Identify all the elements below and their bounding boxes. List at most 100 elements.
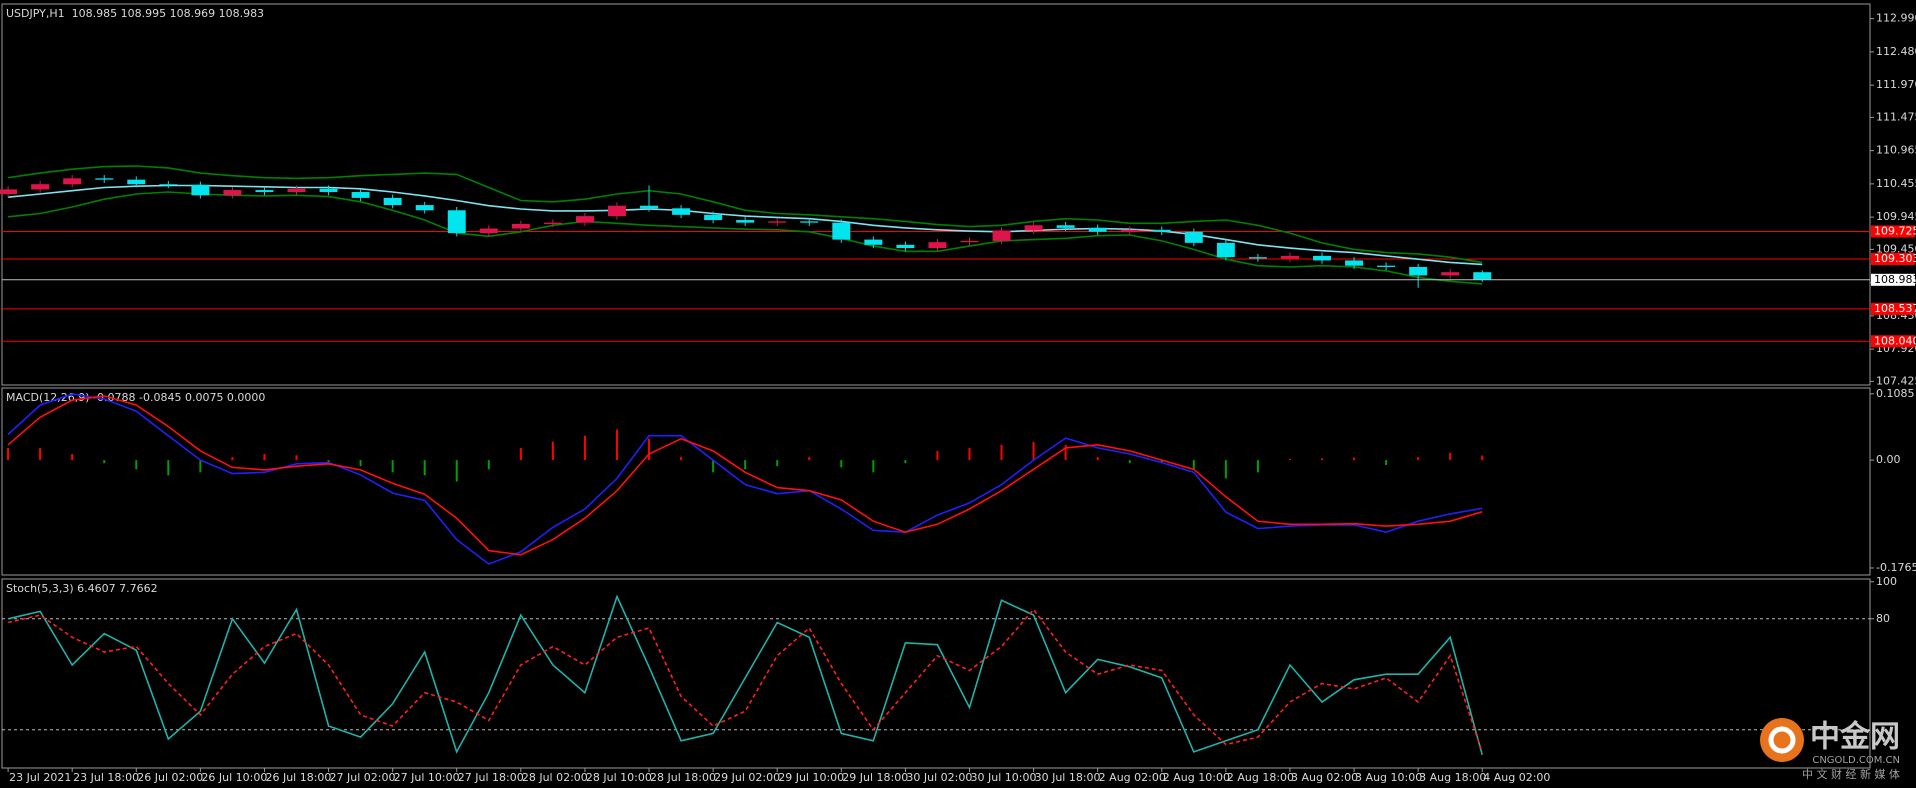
panel-title: Stoch(5,3,3) 6.4607 7.7662	[6, 582, 158, 595]
level-label: 109.725	[1874, 224, 1916, 237]
level-tag	[1871, 252, 1915, 265]
x-tick-label: 2 Aug 18:00	[1227, 771, 1294, 784]
panel-frame	[1, 3, 1871, 386]
histogram-bar	[615, 429, 618, 461]
x-tick-label: 2 Aug 02:00	[1099, 771, 1166, 784]
x-tick-label: 3 Aug 02:00	[1291, 771, 1358, 784]
histogram-bar	[71, 454, 74, 461]
candle-body	[479, 228, 498, 234]
y-tick-label: 0.00	[1876, 453, 1901, 466]
histogram-bar	[712, 460, 715, 473]
logo-mark	[1768, 726, 1796, 754]
y-tick-label: 111.970	[1876, 78, 1916, 91]
histogram-bar	[1032, 441, 1035, 461]
candle-body	[319, 188, 338, 193]
candle-body	[287, 188, 306, 193]
histogram-bar	[872, 460, 875, 473]
histogram-bar	[391, 460, 394, 473]
panel-frame	[1, 387, 1871, 576]
x-tick-label: 26 Jul 02:00	[137, 771, 203, 784]
candle-body	[1056, 225, 1075, 228]
watermark-brand: 中金网	[1810, 720, 1900, 755]
candle-body	[1441, 272, 1460, 276]
histogram-bar	[648, 438, 651, 461]
stoch-line	[7, 594, 1483, 756]
histogram-bar	[936, 450, 939, 461]
y-tick-label: 109.450	[1876, 242, 1916, 255]
histogram-bar	[519, 447, 522, 461]
histogram-bar	[199, 460, 202, 473]
histogram-bar	[744, 460, 747, 470]
level-label: 108.040	[1874, 334, 1916, 347]
histogram-bar	[1449, 452, 1452, 461]
indicator-line	[8, 184, 1483, 266]
histogram-bar	[1417, 457, 1420, 461]
histogram-bar	[1385, 460, 1388, 465]
x-tick-label: 2 Aug 10:00	[1163, 771, 1230, 784]
candle-body	[864, 239, 883, 245]
watermark-slogan: 中 文 财 经 新 媒 体	[1802, 767, 1900, 781]
histogram-bar	[1096, 457, 1099, 461]
indicator-line	[7, 165, 1483, 264]
histogram-bar	[231, 457, 234, 461]
histogram-bar	[904, 460, 907, 464]
histogram-bar	[776, 460, 779, 467]
candle-body	[415, 205, 434, 211]
histogram-bar	[1160, 460, 1163, 464]
histogram-bar	[487, 460, 490, 470]
x-tick-label: 28 Jul 02:00	[522, 771, 588, 784]
panel-title: USDJPY,H1 108.985 108.995 108.969 108.98…	[6, 7, 264, 20]
panel-frame	[1, 578, 1871, 769]
candle-body	[1345, 260, 1364, 266]
candle-body	[1473, 272, 1492, 280]
candle-body	[543, 222, 562, 224]
candle-body	[95, 178, 114, 180]
x-tick-label: 23 Jul 18:00	[73, 771, 139, 784]
histogram-bar	[167, 460, 170, 476]
y-tick-label: 111.475	[1876, 110, 1916, 123]
candle-body	[223, 190, 242, 196]
histogram-bar	[1256, 460, 1259, 473]
candle-body	[832, 222, 851, 240]
x-tick-label: 23 Jul 2021	[9, 771, 71, 784]
histogram-bar	[1224, 460, 1227, 479]
histogram-bar	[1288, 458, 1291, 461]
price-label: 108.983	[1874, 273, 1916, 286]
candle-body	[1088, 227, 1107, 232]
candle-body	[960, 240, 979, 243]
candle-body	[351, 192, 370, 198]
histogram-bar	[1192, 460, 1195, 470]
candle-body	[1024, 225, 1043, 231]
histogram-bar	[263, 454, 266, 461]
histogram-bar	[103, 460, 106, 464]
x-tick-label: 3 Aug 18:00	[1419, 771, 1486, 784]
x-tick-label: 27 Jul 18:00	[458, 771, 524, 784]
candle-body	[1120, 229, 1139, 232]
candle-body	[1248, 257, 1267, 259]
y-tick-label: 80	[1876, 612, 1890, 625]
candle-body	[511, 223, 530, 229]
x-tick-label: 28 Jul 18:00	[650, 771, 716, 784]
x-tick-label: 29 Jul 02:00	[714, 771, 780, 784]
candle-body	[1409, 266, 1428, 276]
stoch-line	[7, 608, 1483, 753]
level-label: 108.537	[1874, 302, 1916, 315]
y-tick-label: 100	[1876, 575, 1897, 588]
watermark: 中金网 CNGOLD.COM.CN 中 文 财 经 新 媒 体	[1760, 718, 1900, 781]
x-tick-label: 3 Aug 10:00	[1355, 771, 1422, 784]
histogram-bar	[1481, 455, 1484, 461]
candle-body	[928, 242, 947, 249]
y-tick-label: 109.945	[1876, 210, 1916, 223]
candle-body	[191, 184, 210, 196]
histogram-bar	[1353, 457, 1356, 461]
x-tick-label: 28 Jul 10:00	[586, 771, 652, 784]
macd-line	[7, 393, 1483, 565]
x-tick-label: 30 Jul 02:00	[906, 771, 972, 784]
level-tag	[1871, 302, 1915, 315]
histogram-bar	[455, 460, 458, 482]
candle-body	[127, 179, 146, 185]
candle-body	[0, 189, 18, 194]
